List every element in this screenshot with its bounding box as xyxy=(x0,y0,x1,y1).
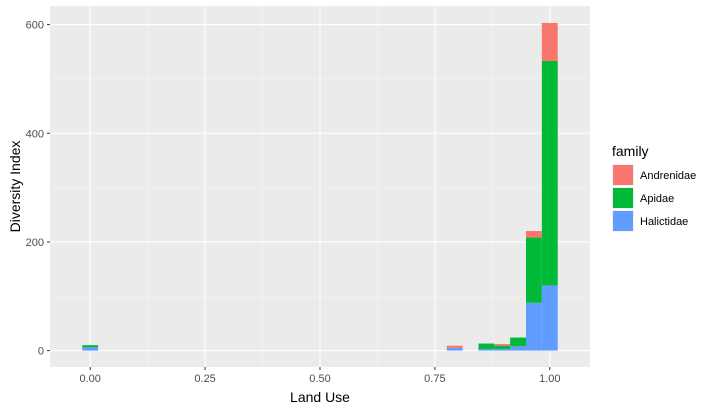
bar-halictidae xyxy=(446,347,463,351)
legend-swatch-andrenidae xyxy=(613,165,633,185)
bars-group xyxy=(82,22,558,351)
y-axis-ticks: 0 200 400 600 xyxy=(26,20,50,358)
y-tick-label: 200 xyxy=(26,237,44,249)
bar-halictidae xyxy=(478,348,495,351)
x-axis-title: Land Use xyxy=(290,389,350,405)
major-gridlines xyxy=(50,6,590,367)
bar-andrenidae xyxy=(494,344,511,346)
bar-apidae xyxy=(526,237,542,303)
y-axis-title: Diversity Index xyxy=(7,141,23,233)
bar-apidae xyxy=(478,343,495,349)
x-tick-label: 0.50 xyxy=(309,373,330,385)
bar-andrenidae xyxy=(526,231,542,238)
y-tick-label: 400 xyxy=(26,128,44,140)
bar-apidae xyxy=(510,337,527,347)
bar-halictidae xyxy=(526,302,542,351)
legend-label-andrenidae: Andrenidae xyxy=(640,170,696,182)
bar-halictidae xyxy=(541,285,558,351)
x-axis-ticks: 0.00 0.25 0.50 0.75 1.00 xyxy=(80,367,560,385)
x-tick-label: 0.75 xyxy=(424,373,445,385)
legend-label-halictidae: Halictidae xyxy=(640,216,688,228)
bar-halictidae xyxy=(510,346,527,351)
bar-halictidae xyxy=(494,348,511,351)
bar-andrenidae xyxy=(446,345,463,348)
y-tick-label: 600 xyxy=(26,20,44,32)
bar-apidae xyxy=(82,345,99,348)
bar-halictidae xyxy=(82,347,99,351)
bar-apidae xyxy=(494,345,511,349)
legend-swatch-halictidae xyxy=(613,211,633,231)
bar-andrenidae xyxy=(541,22,558,61)
y-tick-label: 0 xyxy=(38,346,44,358)
legend: family Andrenidae Apidae Halictidae xyxy=(612,143,696,232)
legend-label-apidae: Apidae xyxy=(640,193,674,205)
x-tick-label: 1.00 xyxy=(539,373,560,385)
legend-swatch-apidae xyxy=(613,188,633,208)
bar-apidae xyxy=(541,60,558,286)
legend-title: family xyxy=(612,143,649,159)
x-tick-label: 0.00 xyxy=(80,373,101,385)
x-tick-label: 0.25 xyxy=(194,373,215,385)
